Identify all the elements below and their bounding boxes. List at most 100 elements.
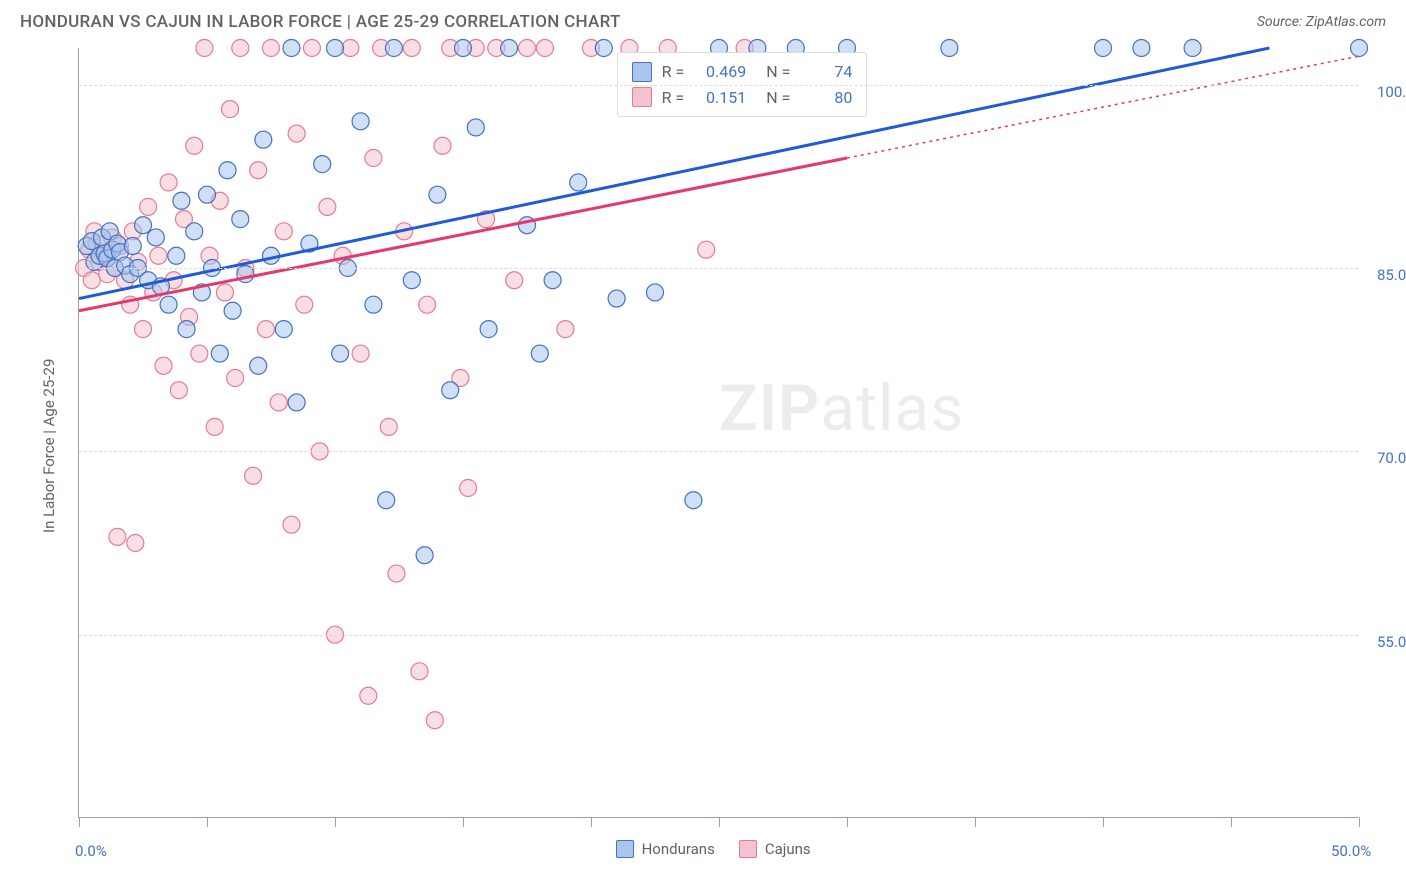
data-point bbox=[416, 547, 433, 564]
legend-swatch bbox=[739, 840, 757, 858]
data-point bbox=[388, 565, 405, 582]
data-point bbox=[199, 186, 216, 203]
data-point bbox=[1133, 40, 1150, 57]
chart-title: HONDURAN VS CAJUN IN LABOR FORCE | AGE 2… bbox=[20, 12, 621, 32]
data-point bbox=[275, 321, 292, 338]
data-point bbox=[232, 40, 249, 57]
data-point bbox=[941, 40, 958, 57]
data-point bbox=[342, 40, 359, 57]
data-point bbox=[283, 516, 300, 533]
data-point bbox=[1095, 40, 1112, 57]
grid-line bbox=[79, 635, 1358, 636]
r-value: 0.151 bbox=[694, 85, 746, 111]
data-point bbox=[352, 113, 369, 130]
legend-label: Hondurans bbox=[642, 840, 715, 858]
grid-line bbox=[79, 451, 1358, 452]
y-tick-label: 85.0% bbox=[1377, 266, 1406, 284]
n-label: N = bbox=[766, 85, 790, 111]
data-point bbox=[531, 345, 548, 362]
data-point bbox=[314, 156, 331, 173]
data-point bbox=[124, 238, 141, 255]
y-axis-title: In Labor Force | Age 25-29 bbox=[40, 359, 58, 533]
data-point bbox=[332, 345, 349, 362]
data-point bbox=[245, 467, 262, 484]
data-point bbox=[385, 40, 402, 57]
data-point bbox=[296, 296, 313, 313]
data-point bbox=[557, 321, 574, 338]
data-point bbox=[232, 211, 249, 228]
y-tick-label: 100.0% bbox=[1377, 83, 1406, 101]
data-point bbox=[227, 370, 244, 387]
data-point bbox=[442, 382, 459, 399]
r-value: 0.469 bbox=[694, 59, 746, 85]
x-tick-label: 50.0% bbox=[1331, 842, 1371, 860]
data-point bbox=[519, 40, 536, 57]
x-tick bbox=[335, 817, 336, 827]
x-tick bbox=[719, 817, 720, 827]
data-point bbox=[434, 137, 451, 154]
data-point bbox=[1351, 40, 1368, 57]
x-tick bbox=[591, 817, 592, 827]
x-tick bbox=[1231, 817, 1232, 827]
data-point bbox=[647, 284, 664, 301]
y-tick-label: 70.0% bbox=[1377, 449, 1406, 467]
data-point bbox=[698, 241, 715, 258]
data-point bbox=[1184, 40, 1201, 57]
data-point bbox=[288, 394, 305, 411]
source-label: Source: ZipAtlas.com bbox=[1257, 14, 1386, 30]
data-point bbox=[155, 357, 172, 374]
data-point bbox=[608, 290, 625, 307]
data-point bbox=[365, 150, 382, 167]
data-point bbox=[206, 418, 223, 435]
r-label: R = bbox=[662, 85, 685, 111]
data-point bbox=[186, 137, 203, 154]
data-point bbox=[570, 174, 587, 191]
data-point bbox=[288, 125, 305, 142]
data-point bbox=[480, 321, 497, 338]
data-point bbox=[135, 321, 152, 338]
trend-line-dashed bbox=[847, 56, 1359, 158]
x-tick bbox=[1103, 817, 1104, 827]
data-point bbox=[270, 394, 287, 411]
data-point bbox=[536, 40, 553, 57]
data-point bbox=[378, 492, 395, 509]
data-point bbox=[544, 272, 561, 289]
data-point bbox=[595, 40, 612, 57]
data-point bbox=[365, 296, 382, 313]
legend-item: Cajuns bbox=[739, 840, 811, 858]
data-point bbox=[109, 528, 126, 545]
grid-line bbox=[79, 85, 1358, 86]
data-point bbox=[196, 40, 213, 57]
legend-label: Cajuns bbox=[765, 840, 811, 858]
data-point bbox=[250, 162, 267, 179]
data-point bbox=[263, 40, 280, 57]
data-point bbox=[170, 382, 187, 399]
data-point bbox=[327, 40, 344, 57]
data-point bbox=[191, 345, 208, 362]
data-point bbox=[135, 217, 152, 234]
data-point bbox=[219, 162, 236, 179]
legend: Hondurans Cajuns bbox=[616, 840, 811, 858]
chart-header: HONDURAN VS CAJUN IN LABOR FORCE | AGE 2… bbox=[0, 0, 1406, 40]
data-point bbox=[283, 40, 300, 57]
data-point bbox=[501, 40, 518, 57]
series-swatch bbox=[632, 62, 652, 82]
data-point bbox=[168, 247, 185, 264]
data-point bbox=[685, 492, 702, 509]
x-tick-label: 0.0% bbox=[75, 842, 107, 860]
data-point bbox=[460, 480, 477, 497]
n-label: N = bbox=[766, 59, 790, 85]
data-point bbox=[178, 321, 195, 338]
n-value: 80 bbox=[800, 85, 852, 111]
r-label: R = bbox=[662, 59, 685, 85]
data-point bbox=[419, 296, 436, 313]
data-point bbox=[222, 101, 239, 118]
x-tick bbox=[463, 817, 464, 827]
plot-area: ZIPatlas R =0.469N =74R =0.151N =80 55.0… bbox=[78, 48, 1358, 818]
grid-line bbox=[79, 268, 1358, 269]
data-point bbox=[216, 284, 233, 301]
y-tick-label: 55.0% bbox=[1377, 633, 1406, 651]
data-point bbox=[303, 40, 320, 57]
legend-swatch bbox=[616, 840, 634, 858]
x-tick bbox=[1359, 817, 1360, 827]
